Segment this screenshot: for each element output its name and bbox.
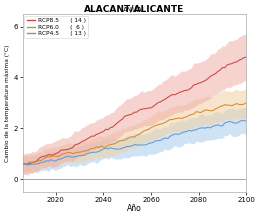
X-axis label: Año: Año [127,204,142,213]
Text: ANUAL: ANUAL [122,7,146,13]
Y-axis label: Cambio de la temperatura máxima (°C): Cambio de la temperatura máxima (°C) [5,44,10,162]
Legend: RCP8.5      ( 14 ), RCP6.0      (  6 ), RCP4.5      ( 13 ): RCP8.5 ( 14 ), RCP6.0 ( 6 ), RCP4.5 ( 13… [24,16,88,38]
Title: ALACANT/ALICANTE: ALACANT/ALICANTE [84,5,185,14]
